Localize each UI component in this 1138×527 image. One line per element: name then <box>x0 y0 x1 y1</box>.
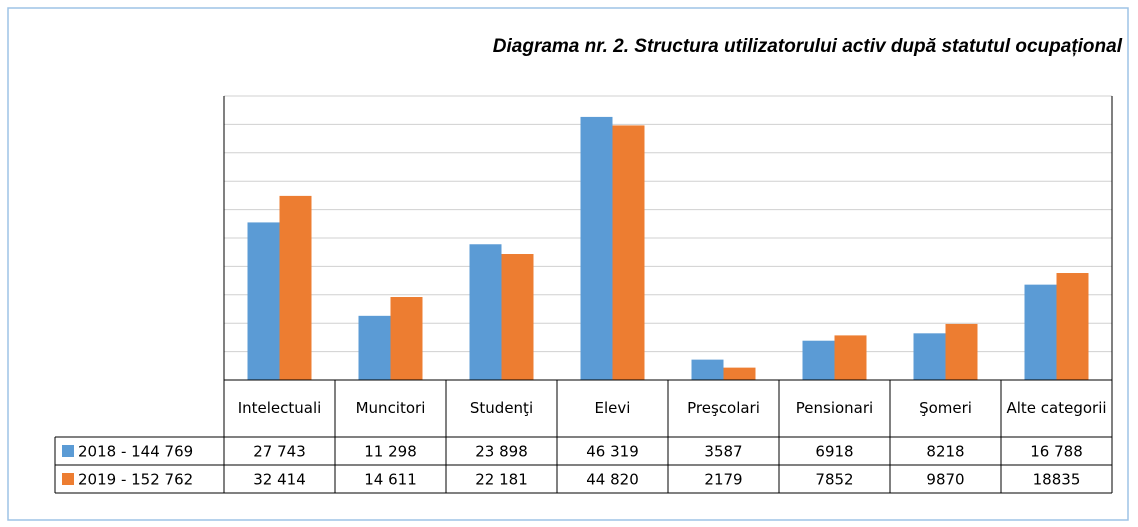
bar <box>501 254 534 380</box>
bar <box>469 244 502 380</box>
bar <box>691 359 724 380</box>
category-label: Studenţi <box>470 399 533 417</box>
table-value: 27 743 <box>253 443 306 461</box>
bar <box>247 222 280 380</box>
table-value: 44 820 <box>586 471 639 489</box>
table-value: 23 898 <box>475 443 528 461</box>
bar <box>1024 284 1057 380</box>
table-value: 7852 <box>815 471 853 489</box>
table-value: 14 611 <box>364 471 417 489</box>
chart-title: Diagrama nr. 2. Structura utilizatorului… <box>493 36 1123 57</box>
table-value: 11 298 <box>364 443 417 461</box>
legend-swatch <box>62 473 74 485</box>
bar <box>612 125 645 381</box>
table-value: 2179 <box>704 471 742 489</box>
table-value: 8218 <box>926 443 964 461</box>
table-value: 16 788 <box>1030 443 1083 461</box>
category-label: Alte categorii <box>1006 399 1106 417</box>
legend-swatch <box>62 445 74 457</box>
bar <box>580 116 613 380</box>
category-label: Preşcolari <box>687 399 760 417</box>
bar <box>834 335 867 380</box>
table-value: 18835 <box>1033 471 1081 489</box>
category-label: Muncitori <box>356 399 426 417</box>
table-value: 9870 <box>926 471 964 489</box>
table-value: 32 414 <box>253 471 306 489</box>
table-value: 6918 <box>815 443 853 461</box>
bar <box>390 297 423 380</box>
table-value: 3587 <box>704 443 742 461</box>
bar <box>279 195 312 380</box>
bar <box>1056 273 1089 380</box>
category-label: Pensionari <box>796 399 873 417</box>
category-label: Şomeri <box>919 399 972 417</box>
category-label: Elevi <box>595 399 631 417</box>
table-value: 22 181 <box>475 471 528 489</box>
frame <box>7 7 1129 521</box>
bar <box>723 367 756 380</box>
bar <box>945 323 978 380</box>
table-value: 46 319 <box>586 443 639 461</box>
bar <box>358 315 391 380</box>
legend-label: 2019 - 152 762 <box>78 471 193 489</box>
legend-label: 2018 - 144 769 <box>78 443 193 461</box>
bar <box>913 333 946 380</box>
bar <box>802 340 835 380</box>
category-label: Intelectuali <box>238 399 322 417</box>
